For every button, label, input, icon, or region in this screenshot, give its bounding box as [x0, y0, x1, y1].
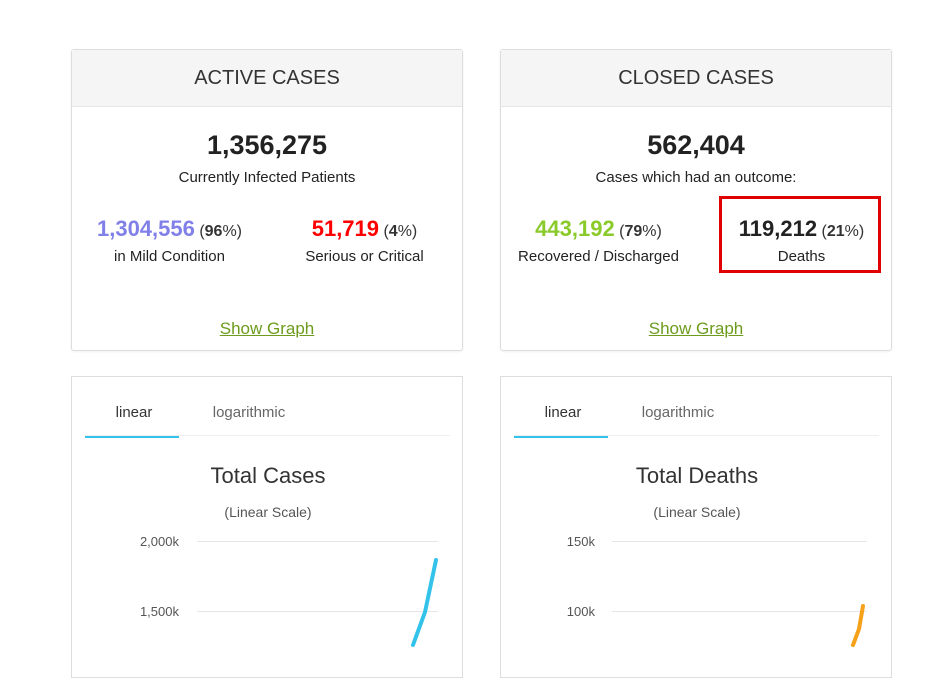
total: 1,356,275 [206, 130, 328, 160]
sub-pct: (79%) [619, 223, 662, 240]
y-tick-label: 2,000k [140, 534, 180, 549]
sub-label: Recovered / Discharged [518, 248, 679, 265]
sub-label: in Mild Condition [114, 248, 225, 265]
closed-cases-card: CLOSED CASES 562,404 Cases which had an … [500, 49, 892, 351]
sub-label: Serious or Critical [305, 248, 424, 265]
y-tick-label: 150k [567, 534, 596, 549]
sub-stat: 51,719 (4%) Serious or Critical [267, 216, 462, 265]
chart-line [411, 558, 438, 647]
sub-pct: (21%) [821, 223, 865, 240]
total: 562,404 [647, 130, 745, 160]
chart-tab[interactable]: logarithmic [642, 404, 715, 421]
show-graph-link[interactable]: Show Graph [219, 319, 315, 338]
active-cases-card: ACTIVE CASES 1,356,275 Currently Infecte… [71, 49, 463, 351]
chart-tab[interactable]: linear [545, 404, 582, 421]
tab-underline [514, 435, 608, 438]
total-label: Currently Infected Patients [178, 169, 356, 186]
page: {"cards": [ {"title": "ACTIVE CASES", "t… [71, 49, 892, 678]
sub-value: 51,719 [311, 216, 380, 241]
tab-underline [85, 435, 179, 438]
chart-tab[interactable]: linear [116, 404, 153, 421]
show-graph-link[interactable]: Show Graph [648, 319, 744, 338]
chart-title: Total Cases [211, 463, 326, 488]
sub-pct: (4%) [383, 223, 418, 240]
total-label: Cases which had an outcome: [595, 169, 797, 186]
sub-stat: 119,212 (21%) Deaths [704, 216, 899, 265]
card-title: CLOSED CASES [501, 50, 891, 107]
sub-value: 1,304,556 [96, 216, 195, 241]
card-title: ACTIVE CASES [72, 50, 462, 107]
chart-subtitle: (Linear Scale) [224, 504, 311, 520]
y-tick-label: 100k [567, 604, 596, 619]
chart-panel: Deaths100k150k(Linear Scale)Total Deaths… [500, 376, 892, 678]
chart-line [851, 604, 865, 647]
sub-value: 443,192 [535, 216, 615, 241]
sub-stat: 443,192 (79%) Recovered / Discharged [501, 216, 696, 265]
chart-title: Total Deaths [636, 463, 758, 488]
y-tick-label: 1,500k [140, 604, 180, 619]
sub-pct: (96%) [199, 223, 242, 240]
sub-value: 119,212 [738, 216, 818, 241]
sub-label: Deaths [777, 248, 826, 265]
sub-stat: 1,304,556 (96%) in Mild Condition [72, 216, 267, 265]
chart: Deaths100k150k(Linear Scale)Total Deaths… [514, 404, 879, 647]
chart-tab[interactable]: logarithmic [213, 404, 286, 421]
highlight-box [719, 196, 881, 273]
chart-subtitle: (Linear Scale) [653, 504, 740, 520]
